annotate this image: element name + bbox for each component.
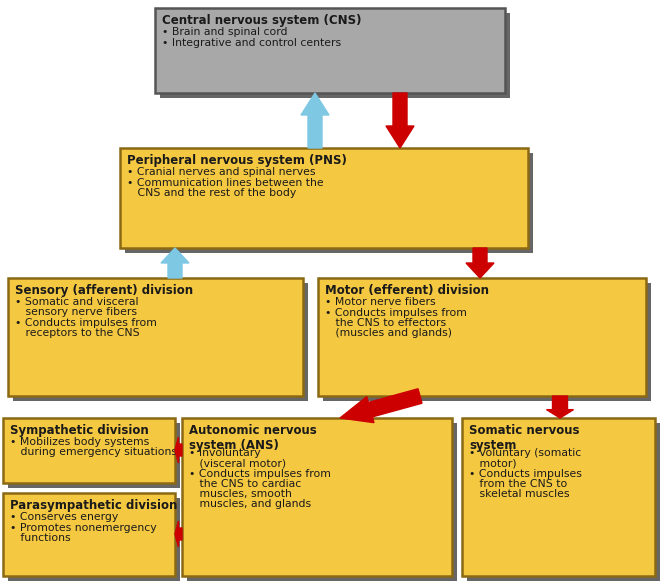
FancyBboxPatch shape [8,498,180,581]
Text: Peripheral nervous system (PNS): Peripheral nervous system (PNS) [127,154,347,167]
Text: the CNS to cardiac: the CNS to cardiac [189,479,301,489]
Text: • Conducts impulses: • Conducts impulses [469,469,582,479]
Text: • Cranial nerves and spinal nerves: • Cranial nerves and spinal nerves [127,167,315,177]
Text: Parasympathetic division: Parasympathetic division [10,499,178,512]
Polygon shape [175,437,182,463]
Polygon shape [301,93,329,148]
FancyBboxPatch shape [182,418,452,576]
Text: • Motor nerve fibers: • Motor nerve fibers [325,297,436,307]
Polygon shape [175,521,182,547]
Text: functions: functions [10,533,71,543]
Text: from the CNS to: from the CNS to [469,479,567,489]
Text: (visceral motor): (visceral motor) [189,458,286,468]
FancyBboxPatch shape [467,423,660,581]
Text: sensory nerve fibers: sensory nerve fibers [15,307,137,317]
Text: • Involuntary: • Involuntary [189,448,261,458]
Polygon shape [466,248,494,278]
Text: Sympathetic division: Sympathetic division [10,424,149,437]
Text: Autonomic nervous
system (ANS): Autonomic nervous system (ANS) [189,424,317,452]
Polygon shape [161,248,189,278]
Text: • Communication lines between the: • Communication lines between the [127,178,323,188]
Text: • Conducts impulses from: • Conducts impulses from [15,318,157,328]
Text: during emergency situations: during emergency situations [10,447,177,457]
FancyBboxPatch shape [8,423,180,488]
Text: Somatic nervous
system: Somatic nervous system [469,424,579,452]
Text: Motor (efferent) division: Motor (efferent) division [325,284,489,297]
Polygon shape [386,93,414,148]
FancyBboxPatch shape [462,418,655,576]
Polygon shape [546,396,574,418]
Text: Sensory (afferent) division: Sensory (afferent) division [15,284,193,297]
FancyBboxPatch shape [3,418,175,483]
FancyBboxPatch shape [187,423,457,581]
Text: the CNS to effectors: the CNS to effectors [325,318,446,328]
Text: skeletal muscles: skeletal muscles [469,489,570,499]
Text: • Brain and spinal cord: • Brain and spinal cord [162,27,288,37]
Text: motor): motor) [469,458,517,468]
Text: CNS and the rest of the body: CNS and the rest of the body [127,188,296,198]
Text: • Promotes nonemergency: • Promotes nonemergency [10,523,156,533]
FancyBboxPatch shape [155,8,505,93]
Text: • Integrative and control centers: • Integrative and control centers [162,38,341,48]
FancyBboxPatch shape [8,278,303,396]
Text: • Voluntary (somatic: • Voluntary (somatic [469,448,581,458]
Text: • Somatic and visceral: • Somatic and visceral [15,297,139,307]
Text: receptors to the CNS: receptors to the CNS [15,328,140,338]
Text: • Mobilizes body systems: • Mobilizes body systems [10,437,149,447]
FancyBboxPatch shape [120,148,528,248]
FancyBboxPatch shape [318,278,646,396]
Polygon shape [340,389,422,423]
Text: • Conducts impulses from: • Conducts impulses from [189,469,331,479]
FancyBboxPatch shape [3,493,175,576]
FancyBboxPatch shape [323,283,651,401]
Text: • Conserves energy: • Conserves energy [10,512,118,522]
Text: (muscles and glands): (muscles and glands) [325,328,452,338]
Text: muscles, and glands: muscles, and glands [189,499,311,509]
FancyBboxPatch shape [160,13,510,98]
FancyBboxPatch shape [13,283,308,401]
Text: Central nervous system (CNS): Central nervous system (CNS) [162,14,362,27]
FancyBboxPatch shape [125,153,533,253]
Text: muscles, smooth: muscles, smooth [189,489,292,499]
Text: • Conducts impulses from: • Conducts impulses from [325,308,467,318]
